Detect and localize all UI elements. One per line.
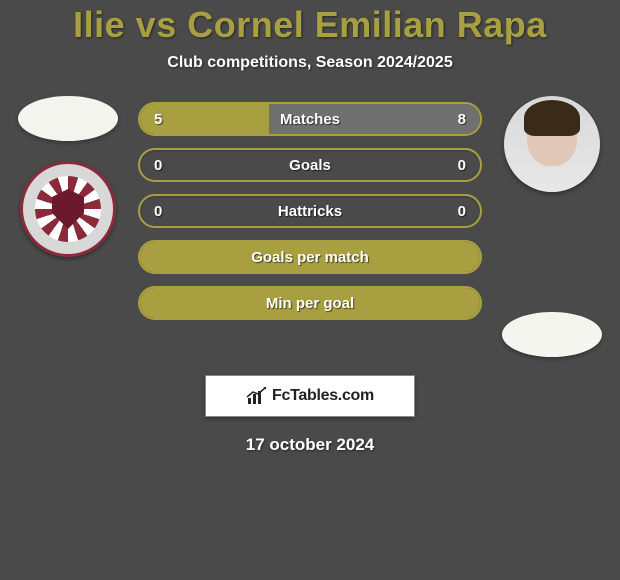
- stat-row: 0 Hattricks 0: [138, 194, 482, 228]
- stat-value-left: 0: [154, 203, 204, 220]
- stat-label: Min per goal: [266, 295, 354, 312]
- page-title: Ilie vs Cornel Emilian Rapa: [0, 4, 620, 46]
- player-left-avatar: [20, 161, 116, 257]
- player-left-column: [8, 102, 128, 357]
- h2h-badge-right: [502, 312, 602, 357]
- player-right-column: [492, 102, 612, 357]
- date-text: 17 october 2024: [0, 435, 620, 455]
- h2h-badge-left: [18, 96, 118, 141]
- stats-list: 5 Matches 8 0 Goals 0 0 Hattricks 0 Goals per mat…: [128, 102, 492, 357]
- stat-label: Goals: [289, 157, 331, 174]
- chart-icon: [246, 387, 268, 405]
- stat-value-right: 8: [416, 111, 466, 128]
- brand-logo: FcTables.com: [205, 375, 415, 417]
- header: Ilie vs Cornel Emilian Rapa Club competi…: [0, 0, 620, 72]
- page-subtitle: Club competitions, Season 2024/2025: [0, 54, 620, 72]
- stat-row: 0 Goals 0: [138, 148, 482, 182]
- stat-label: Hattricks: [278, 203, 342, 220]
- stat-row: 5 Matches 8: [138, 102, 482, 136]
- stat-row: Min per goal: [138, 286, 482, 320]
- stat-label: Matches: [280, 111, 340, 128]
- stat-value-right: 0: [416, 203, 466, 220]
- stat-value-left: 0: [154, 157, 204, 174]
- main-content: 5 Matches 8 0 Goals 0 0 Hattricks 0 Goals per mat…: [0, 102, 620, 357]
- brand-text: FcTables.com: [272, 387, 374, 405]
- stat-value-left: 5: [154, 111, 204, 128]
- stat-row: Goals per match: [138, 240, 482, 274]
- stat-label: Goals per match: [251, 249, 369, 266]
- player-right-avatar: [504, 96, 600, 192]
- stat-value-right: 0: [416, 157, 466, 174]
